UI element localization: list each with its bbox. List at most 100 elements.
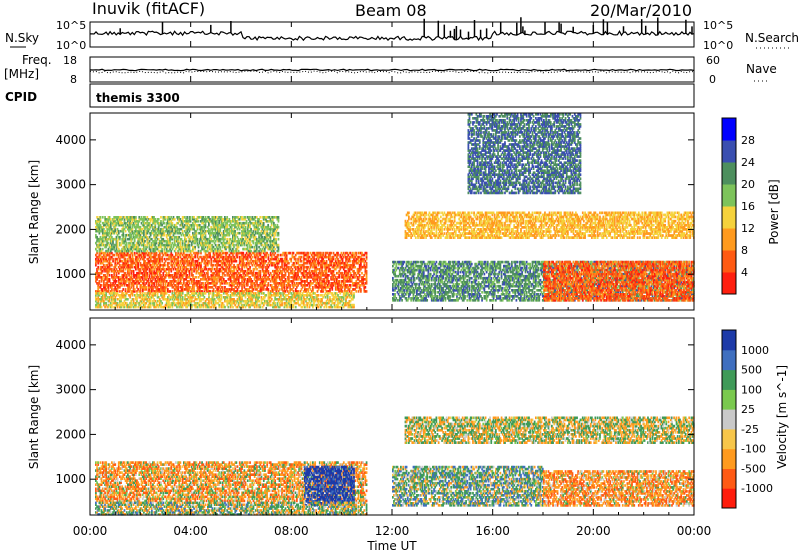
heatmap-cell bbox=[109, 278, 111, 281]
freq-tick-top: 18 bbox=[63, 54, 77, 67]
heatmap-cell bbox=[289, 284, 291, 287]
heatmap-cell bbox=[328, 280, 330, 283]
heatmap-cell bbox=[359, 274, 361, 277]
heatmap-cell bbox=[105, 292, 107, 295]
heatmap-cell bbox=[258, 300, 260, 303]
heatmap-cell bbox=[99, 280, 101, 283]
heatmap-cell bbox=[113, 254, 115, 257]
beam-title: Beam 08 bbox=[355, 1, 427, 20]
heatmap-cell bbox=[191, 268, 193, 271]
heatmap-cell bbox=[96, 250, 98, 253]
heatmap-cell bbox=[134, 288, 136, 291]
heatmap-cell bbox=[164, 222, 166, 225]
heatmap-cell bbox=[119, 236, 121, 239]
heatmap-cell bbox=[265, 294, 267, 297]
heatmap-cell bbox=[328, 292, 330, 295]
heatmap-cell bbox=[361, 272, 363, 275]
heatmap-cell bbox=[102, 248, 104, 251]
heatmap-cell bbox=[144, 240, 146, 243]
heatmap-cell bbox=[366, 252, 368, 255]
heatmap-cell bbox=[102, 216, 104, 219]
heatmap-cell bbox=[337, 252, 339, 255]
heatmap-cell bbox=[145, 286, 147, 289]
heatmap-cell bbox=[301, 260, 303, 263]
heatmap-cell bbox=[133, 298, 135, 301]
heatmap-cell bbox=[158, 218, 160, 221]
heatmap-cell bbox=[301, 256, 303, 259]
heatmap-cell bbox=[209, 292, 211, 295]
heatmap-cell bbox=[295, 258, 297, 261]
heatmap-cell bbox=[224, 274, 226, 277]
noise-right-tick-bottom: 10^0 bbox=[703, 39, 733, 52]
heatmap-cell bbox=[350, 284, 352, 287]
cpid-label: CPID bbox=[5, 90, 37, 104]
freq-line bbox=[90, 69, 694, 70]
heatmap-cell bbox=[232, 306, 234, 309]
heatmap-cell bbox=[353, 304, 355, 307]
nave-tick-bottom: 0 bbox=[709, 73, 716, 86]
heatmap-cell bbox=[122, 288, 124, 291]
heatmap-cell bbox=[268, 254, 270, 257]
cpid-panel-frame bbox=[90, 84, 694, 107]
heatmap-cell bbox=[268, 288, 270, 291]
freq-panel: Freq. [MHz] 18 8 60 0 Nave bbox=[4, 53, 777, 86]
heatmap-cell bbox=[288, 292, 290, 295]
heatmap-cell bbox=[127, 298, 129, 301]
heatmap-cell bbox=[132, 292, 134, 295]
heatmap-cell bbox=[182, 240, 184, 243]
heatmap-cell bbox=[350, 260, 352, 263]
heatmap-cell bbox=[271, 298, 273, 301]
heatmap-cell bbox=[236, 260, 238, 263]
heatmap-cell bbox=[278, 254, 280, 257]
heatmap-cell bbox=[330, 252, 332, 255]
heatmap-cell bbox=[322, 252, 324, 255]
heatmap-cell bbox=[260, 270, 262, 273]
freq-unit-label: [MHz] bbox=[4, 67, 39, 81]
heatmap-cell bbox=[313, 296, 315, 299]
heatmap-cell bbox=[105, 302, 107, 305]
noise-right-tick-top: 10^5 bbox=[703, 19, 733, 32]
cpid-value: themis 3300 bbox=[96, 91, 180, 105]
station-title: Inuvik (fitACF) bbox=[92, 0, 205, 18]
cpid-panel: CPID themis 3300 bbox=[5, 84, 694, 107]
heatmap-cell bbox=[355, 252, 357, 255]
noise-panel: N.Sky 10^5 10^0 10^5 10^0 N.Search bbox=[5, 17, 799, 52]
heatmap-cell bbox=[328, 274, 330, 277]
heatmap-cell bbox=[182, 296, 184, 299]
noise-left-tick-top: 10^5 bbox=[56, 19, 86, 32]
heatmap-cell bbox=[174, 218, 176, 221]
heatmap-cell bbox=[126, 292, 128, 295]
heatmap-cell bbox=[186, 216, 188, 219]
heatmap-cell bbox=[124, 216, 126, 219]
heatmap-cell bbox=[100, 216, 102, 219]
heatmap-cell bbox=[292, 268, 294, 271]
heatmap-cell bbox=[331, 306, 333, 309]
heatmap-cell bbox=[166, 292, 168, 295]
heatmap-cell bbox=[242, 252, 244, 255]
heatmap-cell bbox=[329, 296, 331, 299]
heatmap-cell bbox=[146, 250, 148, 253]
radar-summary-plot: Inuvik (fitACF) Beam 08 20/Mar/2010 N.Sk… bbox=[0, 0, 800, 554]
heatmap-cell bbox=[160, 216, 162, 219]
heatmap-cell bbox=[134, 252, 136, 255]
heatmap-cell bbox=[101, 306, 103, 309]
heatmap-cell bbox=[168, 262, 170, 265]
heatmap-cell bbox=[133, 270, 135, 273]
heatmap-cell bbox=[286, 252, 288, 255]
heatmap-cell bbox=[274, 302, 276, 305]
nave-tick-top: 60 bbox=[706, 54, 720, 67]
heatmap-cell bbox=[279, 288, 281, 291]
heatmap-cell bbox=[157, 292, 159, 295]
heatmap-cell bbox=[116, 280, 118, 283]
heatmap-cell bbox=[366, 290, 368, 293]
heatmap-cell bbox=[172, 222, 174, 225]
heatmap-cell bbox=[119, 290, 121, 293]
heatmap-cell bbox=[252, 256, 254, 259]
heatmap-cell bbox=[304, 304, 306, 307]
heatmap-cell bbox=[228, 306, 230, 309]
heatmap-cell bbox=[226, 252, 228, 255]
heatmap-cell bbox=[161, 248, 163, 251]
heatmap-cell bbox=[208, 260, 210, 263]
heatmap-cell bbox=[256, 268, 258, 271]
